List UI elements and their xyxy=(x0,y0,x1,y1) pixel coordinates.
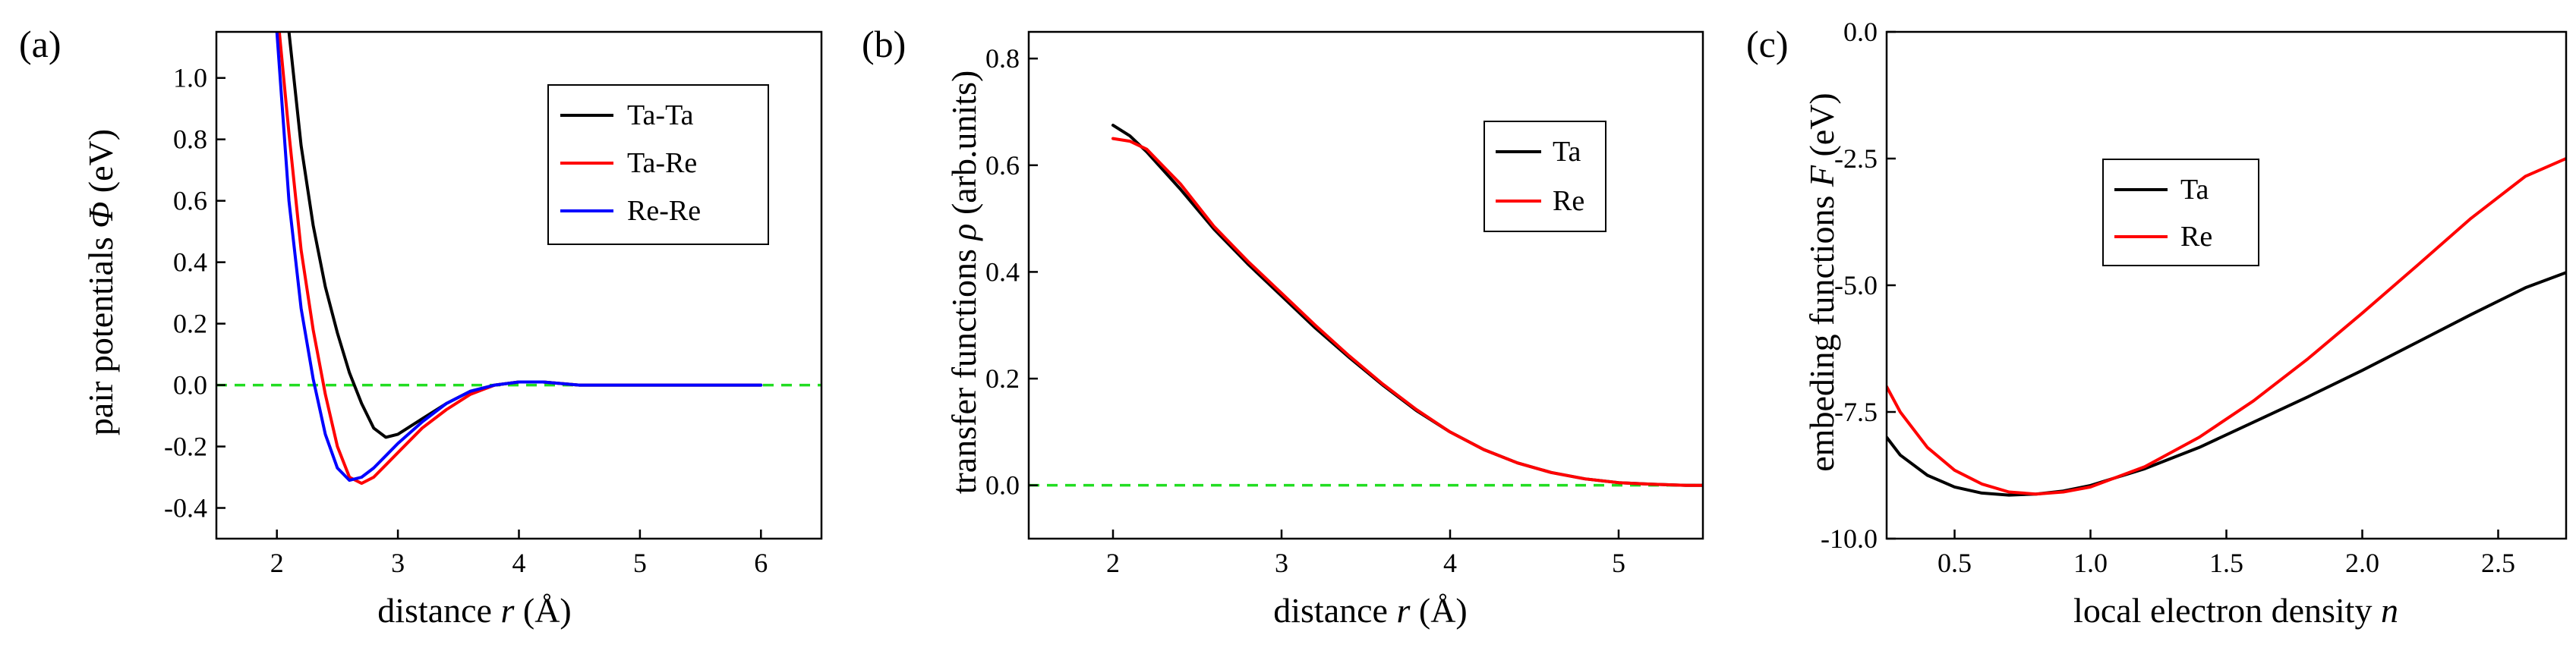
panel-a-ylabel: pair potentials Φ (eV) xyxy=(81,129,120,435)
panel-b-xlabel: distance r (Å) xyxy=(1273,591,1467,630)
plot-frame xyxy=(1027,30,1704,540)
panel-a-label: (a) xyxy=(19,23,61,65)
panel-c: (c) 0.5 1.0 1.5 2.0 2.5-10.0-7.5-5.0-2.50.0 … xyxy=(1746,17,2568,630)
x-tick-label: 5 xyxy=(1612,548,1625,578)
plot-frame xyxy=(1885,30,2568,540)
y-tick-label: 0.2 xyxy=(173,309,207,339)
x-tick-label: 1.5 xyxy=(2209,548,2243,578)
legend-label-ta: Ta xyxy=(2180,174,2209,206)
panel-c-xlabel: local electron density n xyxy=(2073,591,2398,630)
x-tick-label: 1.0 xyxy=(2073,548,2108,578)
x-tick-label: 6 xyxy=(754,548,768,578)
y-tick-label: 0.0 xyxy=(985,470,1020,501)
legend-label-re: Re xyxy=(2180,221,2212,253)
legend-label-ta: Ta xyxy=(1553,136,1581,168)
x-tick-label: 3 xyxy=(1275,548,1288,578)
panel-b-legend-box xyxy=(1483,121,1606,232)
panel-b-legend: Ta Re xyxy=(1483,121,1606,232)
panel-a: (a) 2 3 4 5 6 -0.4 -0.2 0.0 0.2 0.4 0.6 0.8 1.0 dist… xyxy=(19,23,823,630)
series-line-re-re xyxy=(275,32,763,483)
y-tick-label: -5.0 xyxy=(1834,270,1878,300)
legend-label-re-re: Re-Re xyxy=(627,195,701,227)
legend-label-ta-re: Ta-Re xyxy=(627,147,697,179)
x-tick-label: 5 xyxy=(633,548,647,578)
series-line-re xyxy=(1887,157,2566,496)
panel-b-plot-area: 2 3 4 5 0.0 0.2 0.4 0.6 0.8 xyxy=(985,30,1704,578)
y-tick-label: -0.2 xyxy=(164,432,207,462)
panel-b: (b) 2 3 4 5 0.0 0.2 0.4 0.6 0.8 distance r (Å) t… xyxy=(862,23,1704,630)
legend-label-re: Re xyxy=(1553,185,1584,217)
x-tick-label: 3 xyxy=(391,548,405,578)
x-tick-label: 2.0 xyxy=(2345,548,2379,578)
y-tick-label: 1.0 xyxy=(173,63,207,93)
y-tick-label: 0.0 xyxy=(1843,17,1878,47)
panel-c-legend: Ta Re xyxy=(2102,159,2259,266)
legend-label-ta-ta: Ta-Ta xyxy=(627,99,694,131)
y-tick-label: -0.4 xyxy=(164,493,207,523)
y-tick-label: -2.5 xyxy=(1834,143,1878,174)
x-tick-label: 4 xyxy=(1443,548,1457,578)
panel-c-plot-area: 0.5 1.0 1.5 2.0 2.5 -10.0 -7.5 -5.0 -2.5 0.0 xyxy=(1821,17,2568,578)
panel-b-ylabel: transfer functions ρ (arb.units) xyxy=(944,71,983,495)
y-tick-label: 0.8 xyxy=(985,43,1020,74)
x-tick-label: 2 xyxy=(1106,548,1120,578)
panel-a-xlabel: distance r (Å) xyxy=(377,591,571,630)
panel-c-legend-box xyxy=(2102,159,2259,266)
panel-c-ylabel: embeding functions F (eV) xyxy=(1802,93,1841,471)
y-tick-label: 0.6 xyxy=(985,150,1020,181)
series-line-ta xyxy=(1887,271,2566,497)
x-tick-label: 4 xyxy=(512,548,526,578)
panel-a-plot-area: 2 3 4 5 6 -0.4 -0.2 0.0 0.2 0.4 0.6 0.8 1.0 xyxy=(164,30,823,578)
y-tick-label: 0.4 xyxy=(985,256,1020,287)
series-line-re xyxy=(1111,137,1703,487)
x-tick-label: 2 xyxy=(270,548,284,578)
y-tick-label: -10.0 xyxy=(1821,523,1878,554)
y-tick-label: 0.2 xyxy=(985,363,1020,394)
y-tick-label: 0.6 xyxy=(173,186,207,216)
y-tick-label: 0.4 xyxy=(173,247,207,278)
y-tick-label: 0.0 xyxy=(173,370,207,401)
y-tick-label: 0.8 xyxy=(173,124,207,155)
panel-a-legend: Ta-Ta Ta-Re Re-Re xyxy=(547,84,769,245)
panel-b-label: (b) xyxy=(862,23,906,65)
x-tick-label: 0.5 xyxy=(1938,548,1972,578)
series-line-ta xyxy=(1111,124,1703,487)
panel-c-label: (c) xyxy=(1746,23,1789,65)
y-tick-label: -7.5 xyxy=(1834,397,1878,427)
x-tick-label: 2.5 xyxy=(2481,548,2515,578)
